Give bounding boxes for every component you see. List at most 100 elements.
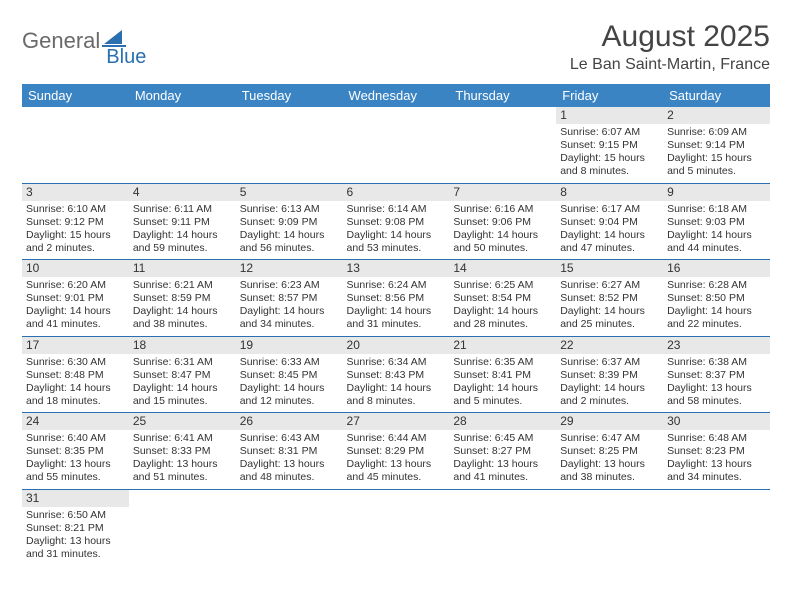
daylight-text: Daylight: 14 hours and 31 minutes. <box>347 305 446 331</box>
daylight-text: Daylight: 14 hours and 47 minutes. <box>560 229 659 255</box>
day-number <box>129 490 236 507</box>
day-number: 8 <box>556 184 663 201</box>
sunrise-text: Sunrise: 6:50 AM <box>26 509 125 522</box>
daylight-text: Daylight: 14 hours and 2 minutes. <box>560 382 659 408</box>
sunset-text: Sunset: 9:14 PM <box>667 139 766 152</box>
sunrise-text: Sunrise: 6:34 AM <box>347 356 446 369</box>
daylight-text: Daylight: 13 hours and 51 minutes. <box>133 458 232 484</box>
weekday-header: Monday <box>129 84 236 107</box>
calendar-day-cell: 17Sunrise: 6:30 AMSunset: 8:48 PMDayligh… <box>22 336 129 413</box>
day-number: 6 <box>343 184 450 201</box>
day-number: 24 <box>22 413 129 430</box>
calendar-week-row: 1Sunrise: 6:07 AMSunset: 9:15 PMDaylight… <box>22 107 770 183</box>
logo: General Blue <box>22 20 146 69</box>
day-number: 21 <box>449 337 556 354</box>
sunrise-text: Sunrise: 6:25 AM <box>453 279 552 292</box>
daylight-text: Daylight: 14 hours and 12 minutes. <box>240 382 339 408</box>
calendar-day-cell: 27Sunrise: 6:44 AMSunset: 8:29 PMDayligh… <box>343 413 450 490</box>
sunrise-text: Sunrise: 6:24 AM <box>347 279 446 292</box>
day-number: 28 <box>449 413 556 430</box>
daylight-text: Daylight: 14 hours and 59 minutes. <box>133 229 232 255</box>
sunset-text: Sunset: 9:15 PM <box>560 139 659 152</box>
sunrise-text: Sunrise: 6:33 AM <box>240 356 339 369</box>
sunset-text: Sunset: 8:27 PM <box>453 445 552 458</box>
calendar-week-row: 24 Sunrise: 6:40 AMSunset: 8:35 PM Dayligh… <box>22 413 770 490</box>
weekday-header: Friday <box>556 84 663 107</box>
sunrise-text: Sunrise: 6:21 AM <box>133 279 232 292</box>
sunset-text: Sunset: 8:59 PM <box>133 292 232 305</box>
calendar-day-cell: 3Sunrise: 6:10 AMSunset: 9:12 PMDaylight… <box>22 183 129 260</box>
day-number: 4 <box>129 184 236 201</box>
calendar-week-row: 31Sunrise: 6:50 AMSunset: 8:21 PMDayligh… <box>22 489 770 565</box>
weekday-header: Wednesday <box>343 84 450 107</box>
weekday-header: Sunday <box>22 84 129 107</box>
sunset-text: Sunset: 9:04 PM <box>560 216 659 229</box>
sunrise-text: Sunrise: 6:17 AM <box>560 203 659 216</box>
calendar-day-cell: 13Sunrise: 6:24 AMSunset: 8:56 PMDayligh… <box>343 260 450 337</box>
day-number: 23 <box>663 337 770 354</box>
day-number: 20 <box>343 337 450 354</box>
calendar-day-cell: 25Sunrise: 6:41 AMSunset: 8:33 PMDayligh… <box>129 413 236 490</box>
sunset-text: Sunset: 8:31 PM <box>240 445 339 458</box>
sunrise-text: Sunrise: 6:09 AM <box>667 126 766 139</box>
day-number <box>236 107 343 124</box>
daylight-text: Daylight: 14 hours and 28 minutes. <box>453 305 552 331</box>
calendar-day-cell: 6Sunrise: 6:14 AMSunset: 9:08 PMDaylight… <box>343 183 450 260</box>
day-number: 5 <box>236 184 343 201</box>
calendar-day-cell: 2Sunrise: 6:09 AMSunset: 9:14 PMDaylight… <box>663 107 770 183</box>
sunset-text: Sunset: 8:23 PM <box>667 445 766 458</box>
daylight-text: Daylight: 14 hours and 50 minutes. <box>453 229 552 255</box>
calendar-day-cell <box>556 489 663 565</box>
day-number <box>22 107 129 124</box>
sunset-text: Sunset: 8:45 PM <box>240 369 339 382</box>
calendar-day-cell <box>129 107 236 183</box>
day-number: 1 <box>556 107 663 124</box>
calendar-day-cell <box>663 489 770 565</box>
calendar-day-cell: 4Sunrise: 6:11 AMSunset: 9:11 PMDaylight… <box>129 183 236 260</box>
title-block: August 2025 Le Ban Saint-Martin, France <box>570 20 770 74</box>
calendar-day-cell: 22Sunrise: 6:37 AMSunset: 8:39 PMDayligh… <box>556 336 663 413</box>
month-title: August 2025 <box>570 20 770 54</box>
daylight-text: Daylight: 14 hours and 5 minutes. <box>453 382 552 408</box>
calendar-day-cell <box>236 489 343 565</box>
sunset-text: Sunset: 9:12 PM <box>26 216 125 229</box>
sunset-text: Sunset: 8:43 PM <box>347 369 446 382</box>
sunrise-text: Sunrise: 6:38 AM <box>667 356 766 369</box>
sunset-text: Sunset: 8:52 PM <box>560 292 659 305</box>
sunset-text: Sunset: 8:21 PM <box>26 522 125 535</box>
sunrise-text: Sunrise: 6:40 AM <box>26 432 125 445</box>
sunrise-text: Sunrise: 6:14 AM <box>347 203 446 216</box>
daylight-text: Daylight: 14 hours and 15 minutes. <box>133 382 232 408</box>
daylight-text: Daylight: 14 hours and 25 minutes. <box>560 305 659 331</box>
calendar-day-cell <box>449 489 556 565</box>
day-number: 2 <box>663 107 770 124</box>
sunset-text: Sunset: 8:33 PM <box>133 445 232 458</box>
day-number <box>129 107 236 124</box>
calendar-day-cell: 11Sunrise: 6:21 AMSunset: 8:59 PMDayligh… <box>129 260 236 337</box>
sunrise-text: Sunrise: 6:20 AM <box>26 279 125 292</box>
calendar-day-cell <box>449 107 556 183</box>
calendar-day-cell: 18Sunrise: 6:31 AMSunset: 8:47 PMDayligh… <box>129 336 236 413</box>
sunrise-text: Sunrise: 6:45 AM <box>453 432 552 445</box>
calendar-day-cell: 12Sunrise: 6:23 AMSunset: 8:57 PMDayligh… <box>236 260 343 337</box>
logo-text-blue: Blue <box>106 46 146 69</box>
calendar-day-cell <box>236 107 343 183</box>
day-number <box>343 490 450 507</box>
sunset-text: Sunset: 8:35 PM <box>26 445 125 458</box>
header: General Blue August 2025 Le Ban Saint-Ma… <box>22 20 770 74</box>
sunset-text: Sunset: 8:37 PM <box>667 369 766 382</box>
calendar-day-cell <box>343 489 450 565</box>
day-number: 7 <box>449 184 556 201</box>
calendar-day-cell: 29Sunrise: 6:47 AMSunset: 8:25 PMDayligh… <box>556 413 663 490</box>
day-number: 11 <box>129 260 236 277</box>
day-number: 10 <box>22 260 129 277</box>
calendar-day-cell: 7Sunrise: 6:16 AMSunset: 9:06 PMDaylight… <box>449 183 556 260</box>
calendar-day-cell <box>343 107 450 183</box>
sunrise-text: Sunrise: 6:47 AM <box>560 432 659 445</box>
day-number <box>663 490 770 507</box>
calendar-week-row: 10Sunrise: 6:20 AMSunset: 9:01 PMDayligh… <box>22 260 770 337</box>
sunrise-text: Sunrise: 6:35 AM <box>453 356 552 369</box>
sunrise-text: Sunrise: 6:23 AM <box>240 279 339 292</box>
day-number: 27 <box>343 413 450 430</box>
calendar-day-cell: 24Sunrise: 6:40 AMSunset: 8:35 PMDayligh… <box>22 413 129 490</box>
